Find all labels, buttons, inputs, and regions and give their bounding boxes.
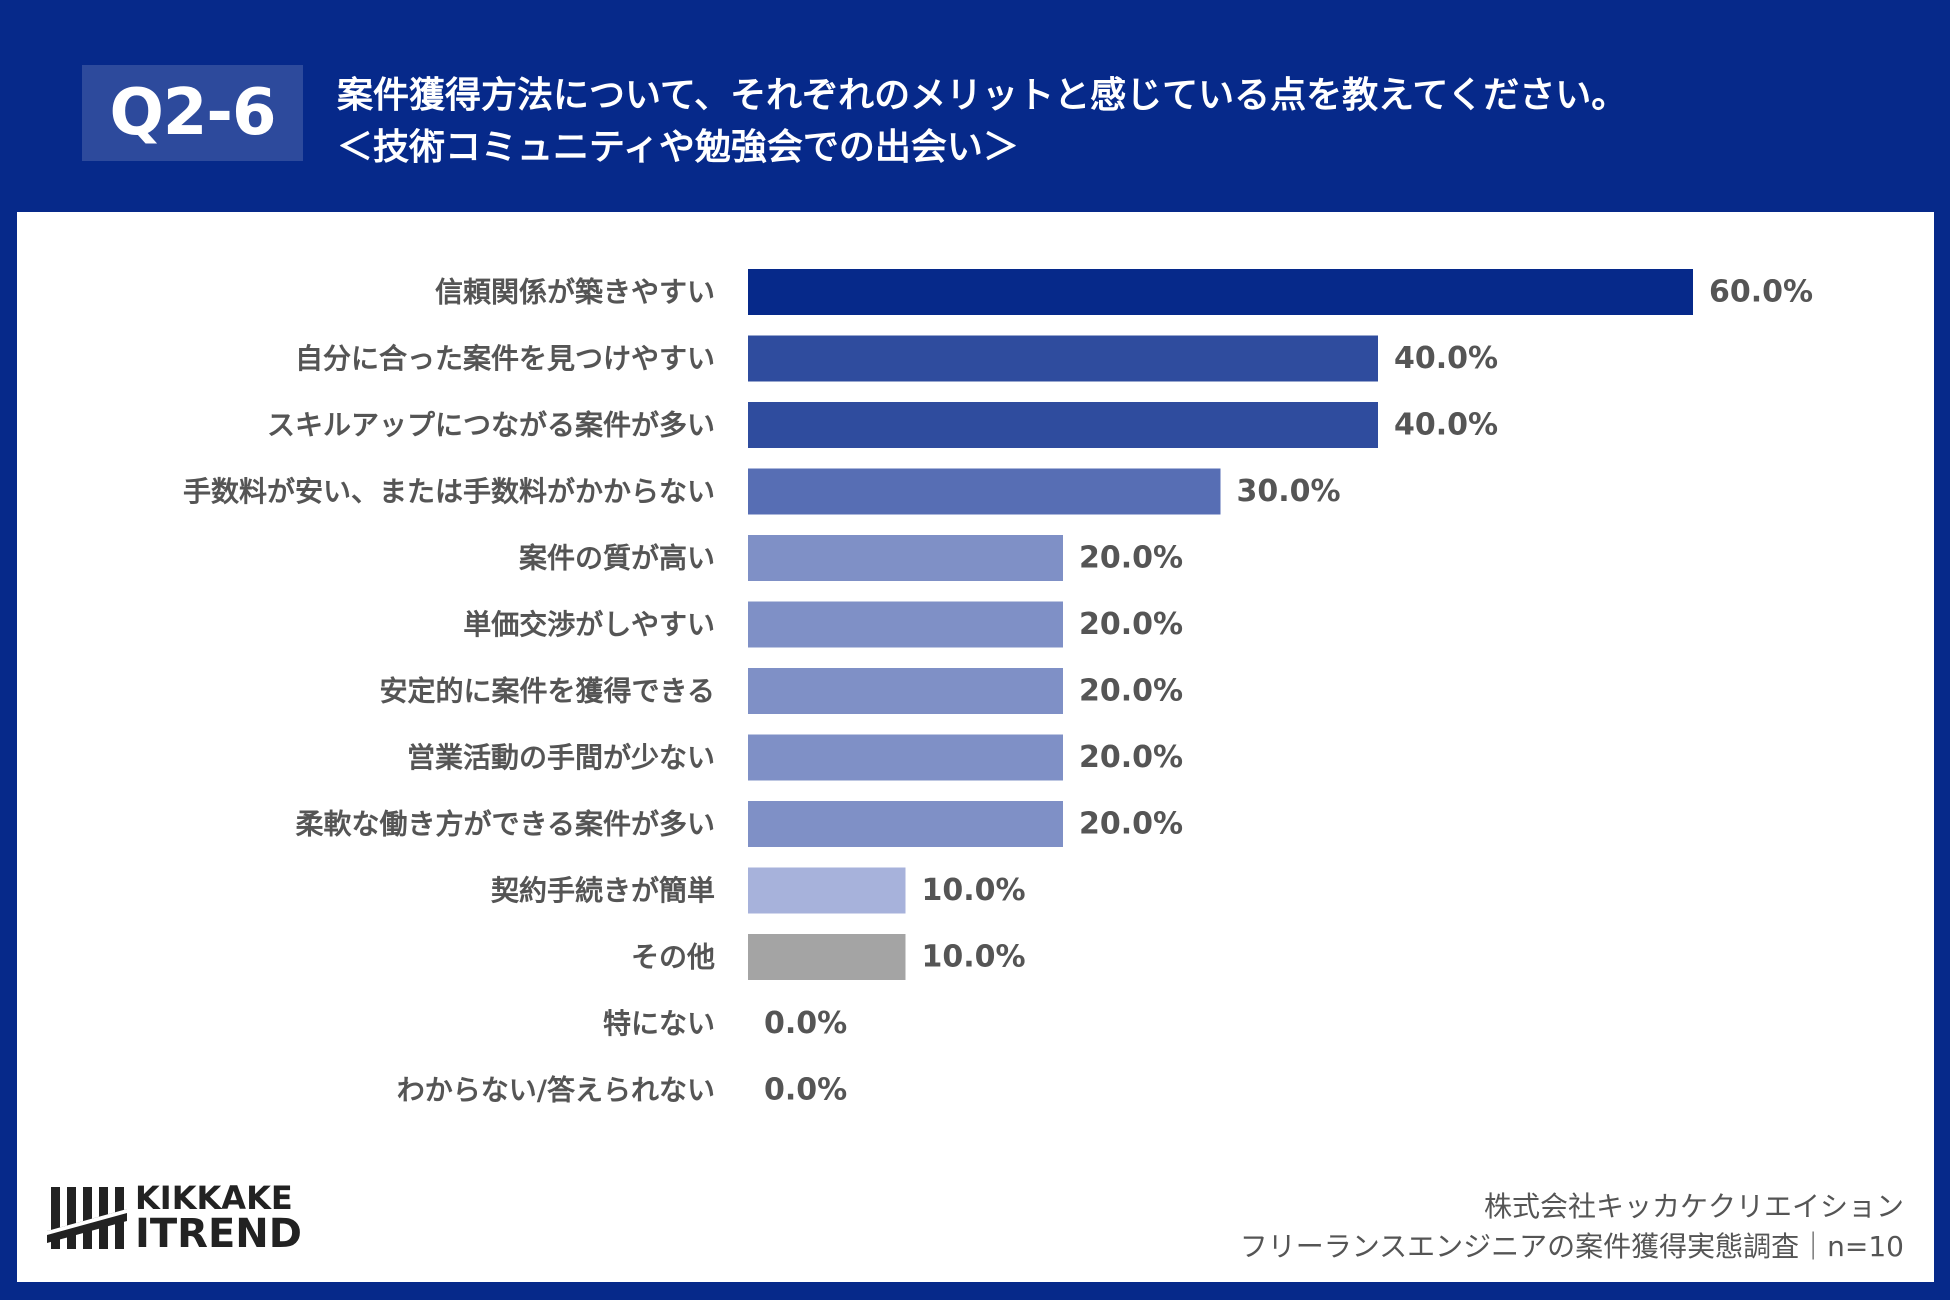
value-label: 20.0%	[1079, 740, 1183, 775]
value-label: 40.0%	[1394, 341, 1498, 376]
logo-mark-icon	[47, 1187, 127, 1249]
bar	[748, 601, 1063, 648]
value-label: 10.0%	[922, 873, 1026, 908]
question-id-badge: Q2-6	[82, 65, 303, 161]
category-label: 契約手続きが簡単	[491, 874, 715, 907]
value-label: 0.0%	[764, 1006, 847, 1041]
value-label: 20.0%	[1079, 807, 1183, 842]
bar	[748, 934, 906, 980]
bar	[748, 269, 1693, 315]
value-label: 20.0%	[1079, 607, 1183, 642]
value-label: 10.0%	[922, 940, 1026, 975]
logo-text-line-2: ITREND	[135, 1211, 302, 1257]
bar	[748, 801, 1063, 847]
chart-panel: 信頼関係が築きやすい 60.0% 自分に合った案件を見つけやすい 40.0% スキルアッ…	[17, 212, 1934, 1282]
brand-logo: KIKKAKE ITREND	[47, 1177, 302, 1257]
category-label: 柔軟な働き方ができる案件が多い	[296, 808, 715, 841]
value-label: 30.0%	[1237, 474, 1341, 509]
category-label: 営業活動の手間が少ない	[407, 741, 715, 774]
category-label: わからない/答えられない	[397, 1074, 715, 1107]
category-label: 信頼関係が築きやすい	[435, 276, 715, 309]
bar	[748, 668, 1063, 714]
category-label: 特にない	[603, 1007, 715, 1040]
value-label: 20.0%	[1079, 674, 1183, 709]
category-label: スキルアップにつながる案件が多い	[267, 409, 715, 442]
value-label: 0.0%	[764, 1073, 847, 1108]
category-label: 安定的に案件を獲得できる	[380, 675, 715, 708]
bar	[748, 535, 1063, 581]
bar	[748, 734, 1063, 781]
category-label: 自分に合った案件を見つけやすい	[295, 342, 715, 375]
bar	[748, 335, 1378, 382]
bar	[748, 468, 1221, 515]
value-label: 40.0%	[1394, 408, 1498, 443]
source-survey: フリーランスエンジニアの案件獲得実態調査｜n=10	[1239, 1230, 1904, 1263]
chart-title: 案件獲得方法について、それぞれのメリットと感じている点を教えてください。 ＜技術…	[337, 70, 1890, 174]
source-note: 株式会社キッカケクリエイション フリーランスエンジニアの案件獲得実態調査｜n=1…	[1240, 1187, 1904, 1267]
category-label: 案件の質が高い	[519, 542, 715, 575]
bar	[748, 402, 1378, 448]
logo-text-line-1: KIKKAKE	[135, 1179, 293, 1217]
value-label: 20.0%	[1079, 541, 1183, 576]
bar-chart: 信頼関係が築きやすい 60.0% 自分に合った案件を見つけやすい 40.0% スキルアッ…	[183, 269, 1813, 1108]
value-label: 60.0%	[1709, 275, 1813, 310]
bar	[748, 867, 906, 914]
category-label: その他	[631, 941, 715, 974]
category-label: 単価交渉がしやすい	[463, 608, 715, 641]
source-company: 株式会社キッカケクリエイション	[1483, 1190, 1904, 1223]
title-line-1: 案件獲得方法について、それぞれのメリットと感じている点を教えてください。	[337, 75, 1628, 116]
category-label: 手数料が安い、または手数料がかからない	[183, 475, 715, 508]
title-line-2: ＜技術コミュニティや勉強会での出会い＞	[337, 127, 1019, 168]
